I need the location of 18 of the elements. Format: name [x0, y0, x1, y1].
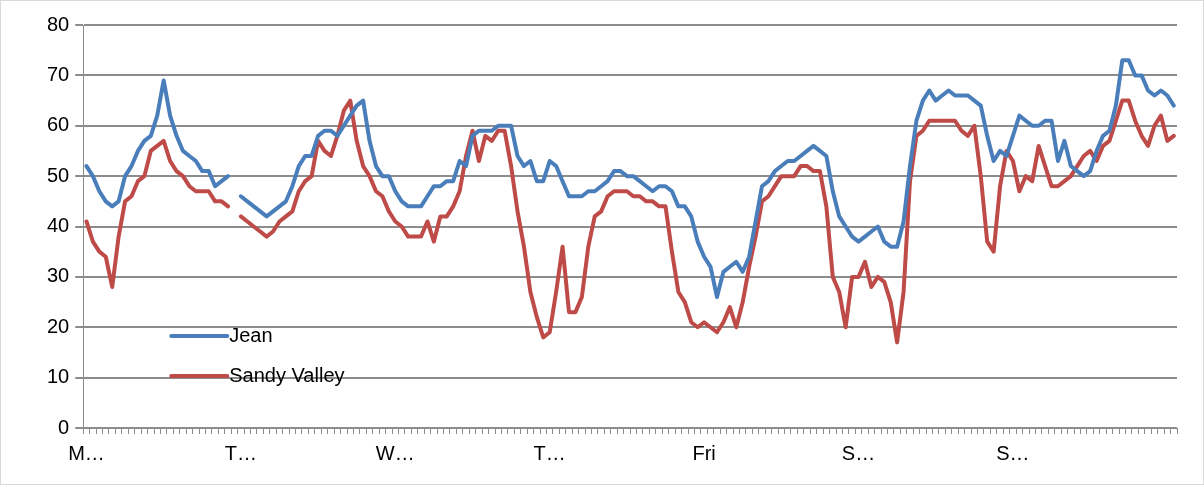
x-tick-label: T…	[533, 441, 566, 464]
x-tick-label: T…	[224, 441, 257, 464]
y-tick-label: 0	[58, 415, 70, 438]
legend-label: Jean	[229, 323, 273, 346]
y-tick-label: 10	[47, 365, 70, 388]
y-tick-label: 70	[47, 62, 70, 85]
x-tick-label: Fri	[692, 441, 716, 464]
y-tick-label: 20	[47, 314, 70, 337]
y-tick-label: 80	[47, 12, 70, 35]
x-tick-label: M…	[68, 441, 105, 464]
legend-label: Sandy Valley	[229, 363, 345, 386]
y-tick-label: 40	[47, 214, 70, 237]
y-tick-label: 50	[47, 163, 70, 186]
y-tick-label: 60	[47, 113, 70, 136]
y-tick-label: 30	[47, 264, 70, 287]
x-tick-label: S…	[841, 441, 876, 464]
x-tick-label: W…	[375, 441, 415, 464]
x-tick-label: S…	[996, 441, 1030, 464]
